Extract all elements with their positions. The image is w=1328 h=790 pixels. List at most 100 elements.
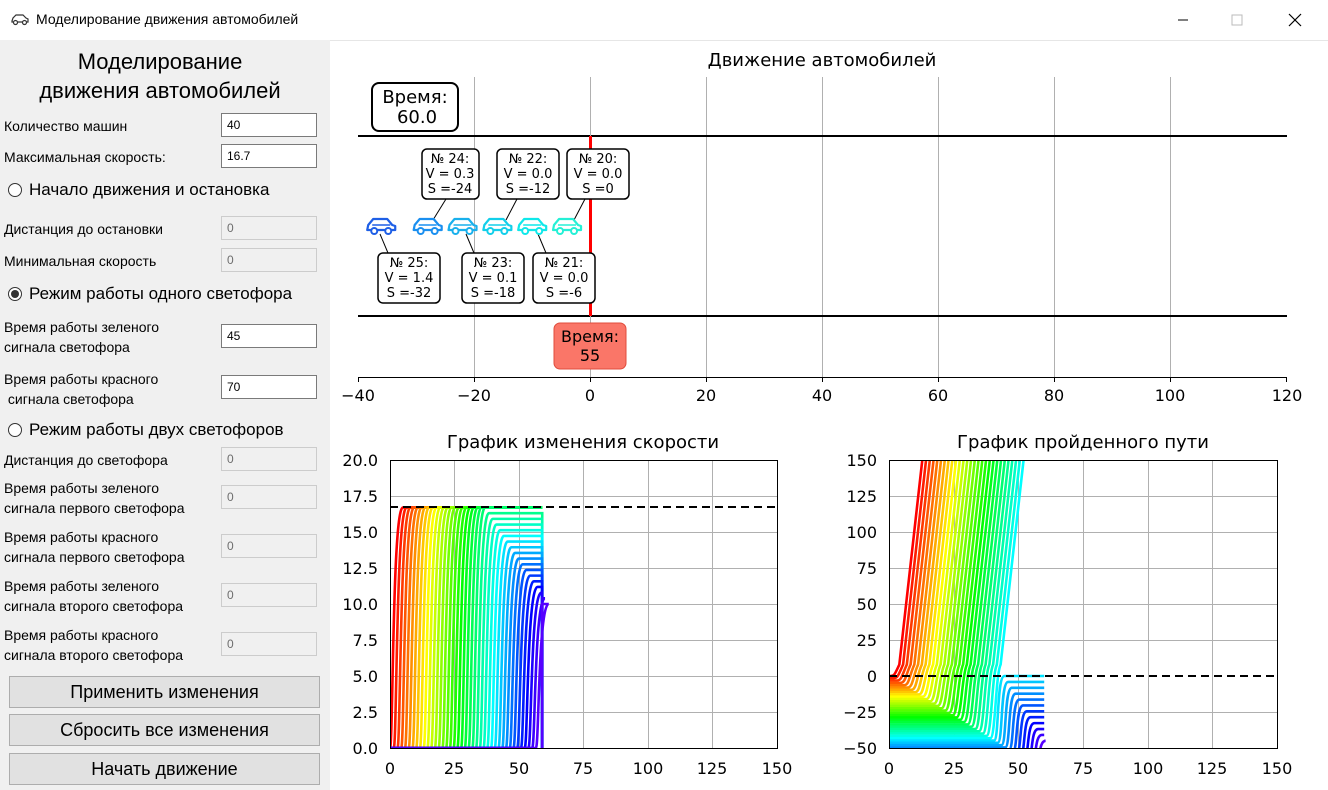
- start-button[interactable]: Начать движение: [9, 753, 320, 785]
- red2-label: Время работы красного сигнала второго све…: [4, 625, 183, 665]
- car-marker: [412, 217, 443, 235]
- minimize-button[interactable]: [1156, 0, 1210, 40]
- road-gridlines: [474, 77, 1171, 377]
- minimize-icon: [1178, 19, 1188, 21]
- road-x-tick-label: 100: [1155, 386, 1186, 405]
- close-button[interactable]: [1268, 0, 1322, 40]
- speed-series-line: [390, 506, 543, 748]
- car-marker: [447, 217, 478, 235]
- car-label-number: № 25:: [390, 256, 429, 271]
- car-label-number: № 23:: [474, 256, 513, 271]
- car-wheel: [384, 227, 393, 235]
- red-time-label-line2: сигнала светофора: [4, 391, 134, 407]
- speed-series-line: [390, 562, 544, 748]
- car-label-number: № 24:: [431, 152, 470, 167]
- car-label-arrow: [505, 198, 518, 221]
- road-x-tick-label: −20: [457, 386, 491, 405]
- stop-distance-input: [221, 216, 317, 240]
- car-label-speed: V = 1.4: [385, 271, 434, 286]
- speed-x-tick-labels: 0 25 50 75 100 125 150: [385, 759, 792, 778]
- min-speed-input: [221, 248, 317, 272]
- red1-label-line2: сигнала первого светофора: [4, 549, 185, 565]
- path-x-tick-label: 125: [1197, 759, 1228, 778]
- green2-input: [221, 583, 317, 607]
- speed-series-line: [390, 506, 543, 748]
- car-label-distance: S =-6: [546, 286, 582, 301]
- car-body: [482, 217, 513, 232]
- speed-series-line: [390, 506, 543, 748]
- max-speed-input[interactable]: [221, 144, 317, 168]
- car-body: [517, 217, 548, 232]
- mode-two-lights-label: Режим работы двух светофоров: [29, 420, 284, 439]
- path-series-line: [889, 460, 1022, 738]
- speed-series-line: [390, 506, 543, 748]
- path-series-line: [889, 460, 939, 687]
- red-time-input[interactable]: [221, 375, 317, 399]
- path-series-line: [889, 460, 973, 708]
- car-label-arrow: [379, 233, 389, 254]
- speed-y-tick-label: 5.0: [353, 667, 378, 686]
- mode-two-lights-radio[interactable]: Режим работы двух светофоров: [8, 419, 284, 441]
- plot-area: Движение автомобилей −40 −20 0 20 40 60 …: [341, 50, 1303, 778]
- car-wheel: [416, 227, 425, 235]
- speed-x-tick-label: 125: [697, 759, 728, 778]
- path-y-tick-label: 100: [846, 523, 877, 542]
- car-wheel: [370, 227, 379, 235]
- speed-series-line: [390, 602, 551, 748]
- path-y-tick-label: 75: [857, 559, 877, 578]
- path-x-tick-label: 100: [1133, 759, 1164, 778]
- car-wheel: [521, 227, 530, 235]
- car-wheel: [451, 227, 460, 235]
- maximize-button[interactable]: [1210, 0, 1264, 40]
- light-time-value: 55: [580, 346, 600, 365]
- light-distance-input: [221, 447, 317, 471]
- mode-start-stop-radio[interactable]: Начало движения и остановка: [8, 179, 269, 201]
- panel-heading-line2: движения автомобилей: [39, 78, 281, 103]
- speed-series-line: [390, 506, 543, 748]
- speed-series-line: [390, 506, 543, 748]
- green1-label: Время работы зеленого сигнала первого све…: [4, 478, 185, 518]
- cars-count-input[interactable]: [221, 113, 317, 137]
- path-series-line: [1013, 704, 1045, 748]
- car-label-number: № 21:: [545, 256, 584, 271]
- path-series-line: [889, 460, 928, 680]
- path-series-line: [1026, 721, 1045, 748]
- speed-series-line: [390, 506, 543, 748]
- radio-unchecked-icon: [8, 183, 22, 197]
- path-series-line: [1017, 710, 1045, 748]
- speed-y-tick-label: 2.5: [353, 703, 378, 722]
- green-time-input[interactable]: [221, 324, 317, 348]
- path-series-line: [889, 460, 1014, 733]
- speed-series-line: [390, 506, 543, 748]
- red1-input: [221, 534, 317, 558]
- car-label-distance: S =-32: [387, 286, 432, 301]
- path-series-line: [1030, 727, 1045, 748]
- car-body: [412, 217, 443, 232]
- speed-plot-frame: [390, 460, 778, 749]
- reset-button[interactable]: Сбросить все изменения: [9, 714, 320, 746]
- path-x-tick-labels: 0 25 50 75 100 125 150: [884, 759, 1292, 778]
- road-x-tick-label: 60: [928, 386, 948, 405]
- path-series-line: [889, 460, 980, 712]
- green2-label: Время работы зеленого сигнала второго све…: [4, 576, 183, 616]
- speed-series-line: [390, 540, 544, 748]
- apply-button[interactable]: Применить изменения: [9, 676, 320, 708]
- speed-series-line: [390, 506, 543, 748]
- car-label-distance: S =0: [582, 182, 614, 197]
- car-wheel: [556, 227, 565, 235]
- green-time-label: Время работы зеленого сигнала светофора: [4, 317, 159, 357]
- speed-series-line: [390, 557, 544, 748]
- mode-one-light-label: Режим работы одного светофора: [29, 284, 293, 303]
- elapsed-time-box: Время: 60.0: [371, 82, 459, 132]
- speed-series-line: [390, 585, 544, 748]
- elapsed-time-label: Время:: [382, 87, 447, 108]
- car-label-arrow: [573, 198, 586, 221]
- speed-y-tick-label: 10.0: [342, 595, 378, 614]
- green2-label-line2: сигнала второго светофора: [4, 598, 184, 614]
- green-time-label-line2: сигнала светофора: [4, 339, 130, 355]
- mode-one-light-radio[interactable]: Режим работы одного светофора: [8, 283, 292, 305]
- speed-series-line: [390, 523, 544, 748]
- road-x-tick-label: 40: [812, 386, 832, 405]
- road-x-tick-label: 120: [1272, 386, 1303, 405]
- speed-series-line: [390, 528, 544, 748]
